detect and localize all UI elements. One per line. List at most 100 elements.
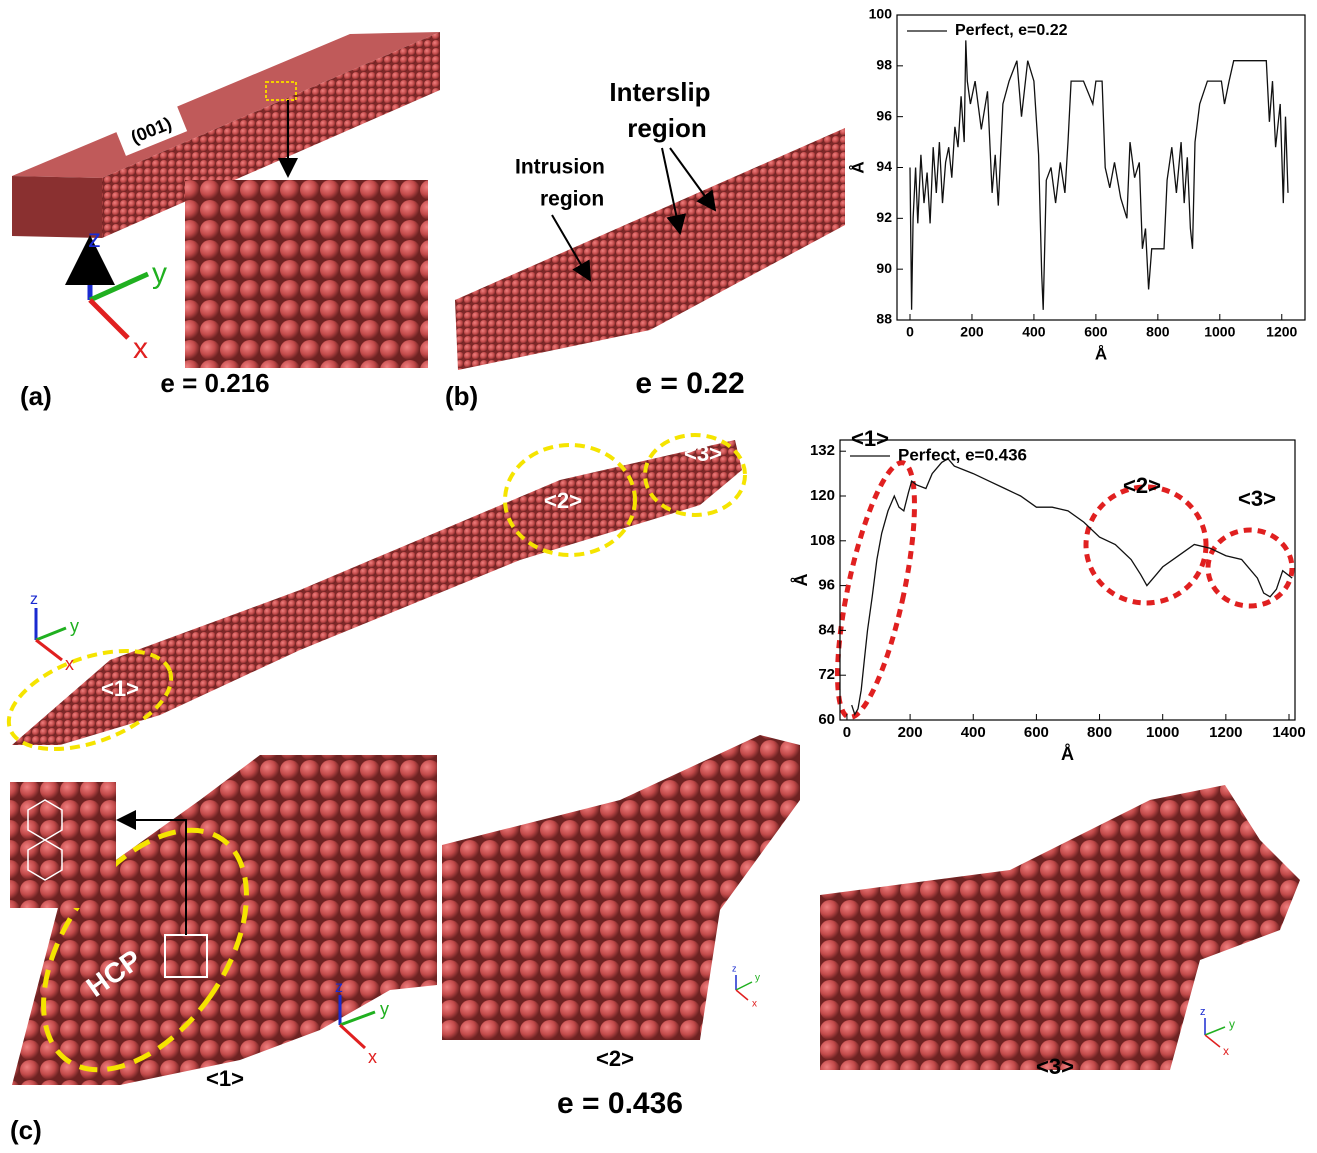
y-tick-label: 96 bbox=[818, 577, 835, 594]
x-tick-label: 1400 bbox=[1272, 724, 1305, 741]
panel-c: <1> <2> <3> z y x HCP z y x <1> z y x <2… bbox=[6, 433, 1300, 1145]
plot-frame bbox=[839, 439, 1296, 721]
x-tick-label: 0 bbox=[906, 324, 914, 340]
z-label: z bbox=[1200, 1006, 1206, 1018]
x-tick-label: 1000 bbox=[1204, 324, 1235, 340]
rod bbox=[455, 128, 845, 370]
x-tick-label: 400 bbox=[961, 724, 986, 741]
y-axis bbox=[88, 271, 150, 303]
x-tick-label: 800 bbox=[1146, 324, 1170, 340]
panel-label: (b) bbox=[445, 381, 478, 411]
x-label: x bbox=[65, 654, 74, 674]
arrow bbox=[116, 810, 187, 935]
y-label: y bbox=[380, 999, 389, 1019]
y-tick-label: 72 bbox=[818, 666, 835, 683]
strain-label: e = 0.216 bbox=[160, 368, 269, 398]
x-tick-label: 0 bbox=[843, 724, 851, 741]
x-tick-label: 600 bbox=[1084, 324, 1108, 340]
closeup bbox=[820, 785, 1300, 1070]
z-label: z bbox=[335, 979, 343, 996]
x-label: x bbox=[133, 332, 148, 365]
x-axis bbox=[88, 298, 130, 340]
x-tick-label: 800 bbox=[1087, 724, 1112, 741]
data-line bbox=[851, 457, 1293, 716]
triad: z y x bbox=[1200, 1006, 1235, 1058]
legend-label: Perfect, e=0.436 bbox=[898, 445, 1027, 464]
hcp-inset bbox=[10, 782, 116, 908]
beam-top bbox=[12, 32, 440, 178]
y-tick-label: 108 bbox=[810, 532, 835, 549]
zoom-box bbox=[265, 81, 297, 101]
arrow bbox=[669, 147, 717, 212]
interslip-label: Interslip bbox=[609, 77, 710, 107]
strain-label: e = 0.436 bbox=[557, 1087, 683, 1120]
y-tick-label: 98 bbox=[876, 57, 892, 73]
region-caption: <2> bbox=[596, 1046, 634, 1071]
y-tick-label: 88 bbox=[876, 311, 892, 327]
closeup bbox=[442, 735, 800, 1040]
region-ellipse bbox=[503, 443, 637, 557]
atom-inset bbox=[185, 180, 428, 368]
x-axis-label: Å bbox=[1095, 344, 1107, 363]
region-ellipse bbox=[1205, 527, 1295, 609]
arrow bbox=[661, 147, 687, 235]
x-tick-label: 600 bbox=[1024, 724, 1049, 741]
triad: z y x bbox=[335, 979, 389, 1067]
region-caption: <1> bbox=[206, 1066, 244, 1091]
y-tick-label: 60 bbox=[818, 711, 835, 728]
x-tick-label: 1000 bbox=[1146, 724, 1179, 741]
arrow bbox=[551, 214, 592, 282]
x-tick-label: 1200 bbox=[1266, 324, 1297, 340]
region-ellipse bbox=[643, 433, 747, 517]
z-label: z bbox=[30, 591, 38, 608]
beam-end bbox=[12, 176, 102, 238]
y-tick-label: 100 bbox=[869, 6, 893, 22]
z-label: z bbox=[732, 963, 737, 973]
plane-box bbox=[115, 105, 188, 156]
x-label: x bbox=[368, 1047, 377, 1067]
intrusion-label: region bbox=[540, 188, 604, 211]
y-label: y bbox=[1229, 1017, 1235, 1031]
region-label: <2> bbox=[544, 488, 582, 513]
y-tick-label: 92 bbox=[876, 209, 892, 225]
z-label: z bbox=[88, 223, 101, 253]
triad: z y x bbox=[30, 591, 79, 674]
closeup bbox=[12, 755, 437, 1085]
region-annotation: <2> bbox=[1123, 473, 1161, 498]
y-axis-label: Å bbox=[791, 574, 811, 587]
panel-label: (c) bbox=[10, 1115, 42, 1145]
rod bbox=[12, 440, 742, 745]
intrusion-label: Intrusion bbox=[515, 156, 605, 179]
y-label: y bbox=[70, 616, 79, 636]
y-label: y bbox=[755, 973, 760, 984]
region-label: <3> bbox=[684, 441, 722, 466]
region-ellipse bbox=[6, 648, 174, 752]
x-tick-label: 400 bbox=[1022, 324, 1046, 340]
region-label: <1> bbox=[101, 676, 139, 701]
y-tick-label: 96 bbox=[876, 107, 892, 123]
region-annotation: <1> bbox=[851, 426, 889, 451]
region-marks bbox=[835, 460, 1295, 720]
y-tick-label: 84 bbox=[818, 621, 835, 638]
legend-label: Perfect, e=0.22 bbox=[955, 22, 1068, 39]
y-tick-label: 132 bbox=[810, 442, 835, 459]
x-axis-label: Å bbox=[1061, 744, 1074, 764]
x-tick-label: 200 bbox=[898, 724, 923, 741]
region-ellipse bbox=[835, 460, 917, 720]
triad: z y x bbox=[65, 223, 167, 365]
interslip-label: region bbox=[627, 113, 706, 143]
panel-a: (001) z y x (a) e = 0.216 bbox=[12, 32, 440, 411]
region-caption: <3> bbox=[1036, 1054, 1074, 1079]
region-ellipse bbox=[1083, 484, 1209, 606]
x-label: x bbox=[752, 999, 757, 1010]
triad: z y x bbox=[732, 963, 760, 1009]
y-tick-label: 90 bbox=[876, 260, 892, 276]
panel-label: (a) bbox=[20, 381, 52, 411]
region-annotation: <3> bbox=[1238, 486, 1276, 511]
y-axis-label: Å bbox=[848, 161, 867, 173]
y-tick-label: 94 bbox=[876, 158, 892, 174]
data-line bbox=[909, 40, 1289, 310]
panel-b: Intrusion region Interslip region (b) e … bbox=[445, 77, 845, 411]
x-tick-label: 200 bbox=[960, 324, 984, 340]
